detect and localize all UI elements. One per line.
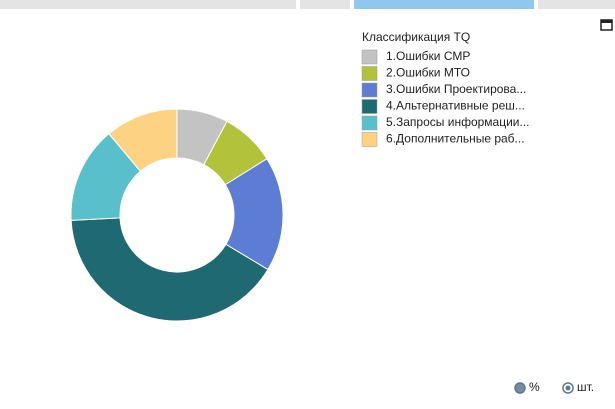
donut-slice[interactable] — [70, 217, 269, 322]
legend-label: 5.Запросы информации... — [386, 115, 530, 129]
donut-slice[interactable] — [108, 108, 178, 173]
tab-active[interactable] — [354, 0, 534, 9]
legend-label: 2.Ошибки МТО — [386, 66, 470, 80]
radio-label: % — [529, 380, 540, 394]
radio-label: шт. — [577, 380, 594, 394]
legend: 1.Ошибки СМР 2.Ошибки МТО 3.Ошибки Проекти… — [361, 49, 530, 147]
tab[interactable] — [538, 0, 615, 9]
unit-options: % шт. — [514, 380, 594, 394]
legend-swatch — [361, 66, 378, 81]
legend-swatch — [361, 99, 378, 114]
tab[interactable] — [0, 0, 296, 9]
legend-label: 4.Альтернативные реш... — [386, 99, 525, 113]
legend-swatch — [361, 49, 378, 65]
legend-title: Классификация TQ — [362, 30, 470, 44]
legend-label: 3.Ошибки Проектирова... — [386, 82, 526, 96]
legend-swatch — [361, 82, 378, 98]
donut-chart — [70, 108, 284, 322]
legend-label: 6.Дополнительные раб... — [386, 132, 525, 146]
radio-dot — [565, 385, 571, 391]
legend-swatch — [361, 115, 378, 131]
tab[interactable] — [300, 0, 350, 9]
radio-button[interactable] — [514, 382, 526, 394]
legend-swatch — [361, 132, 378, 147]
legend-label: 1.Ошибки СМР — [386, 49, 470, 63]
maximize-icon-bar — [601, 20, 612, 23]
